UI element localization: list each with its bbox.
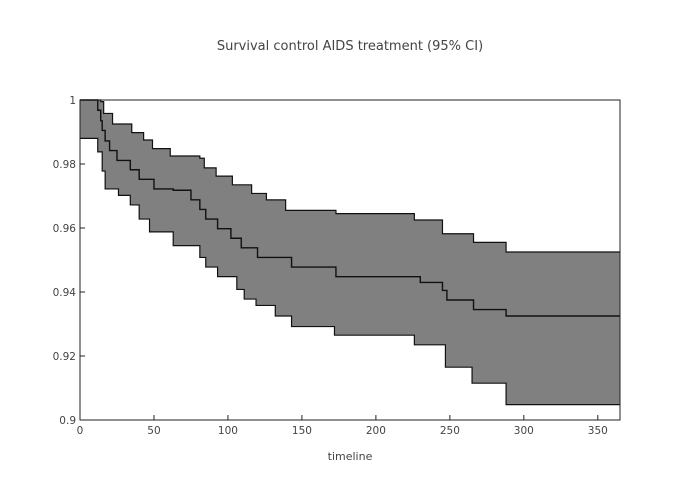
y-tick-label: 1 xyxy=(69,95,76,107)
upper-ci-line xyxy=(80,99,620,253)
x-tick-label: 100 xyxy=(218,425,238,437)
lower-ci-line xyxy=(80,137,620,406)
y-axis: 0.9 0.92 0.94 0.96 0.98 1 xyxy=(53,95,85,427)
x-tick-label: 200 xyxy=(366,425,386,437)
x-axis-title: timeline xyxy=(328,450,373,463)
y-tick-label: 0.92 xyxy=(53,351,76,363)
x-tick-label: 0 xyxy=(77,425,84,437)
y-tick-label: 0.94 xyxy=(53,287,77,299)
x-tick-label: 350 xyxy=(588,425,608,437)
y-tick-label: 0.98 xyxy=(53,159,76,171)
survival-estimate-line xyxy=(80,99,620,317)
y-tick-label: 0.9 xyxy=(59,415,76,427)
plot-frame xyxy=(79,99,621,421)
chart-title: Survival control AIDS treatment (95% CI) xyxy=(217,39,483,54)
confidence-band xyxy=(80,100,620,405)
x-tick-label: 300 xyxy=(514,425,534,437)
x-tick-label: 250 xyxy=(440,425,460,437)
x-tick-label: 50 xyxy=(147,425,160,437)
x-axis: 0 50 100 150 200 250 300 350 xyxy=(77,415,608,437)
y-tick-label: 0.96 xyxy=(53,223,77,235)
plot-area xyxy=(79,99,621,421)
x-tick-label: 150 xyxy=(292,425,312,437)
